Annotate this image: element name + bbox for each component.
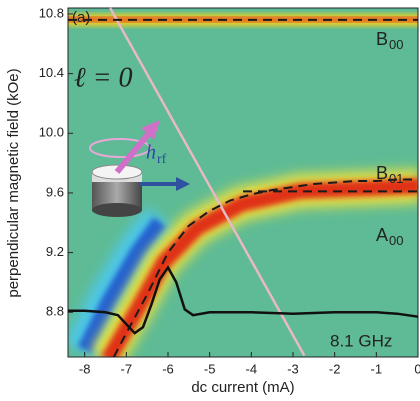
x-tick-label: 0: [414, 361, 420, 376]
y-tick-label: 10.4: [39, 65, 64, 80]
annotation: (a): [72, 9, 90, 26]
x-tick-label: -6: [162, 361, 174, 376]
annotation: 8.1 GHz: [330, 331, 392, 350]
x-tick-label: -2: [329, 361, 341, 376]
annotation: A: [376, 225, 388, 245]
device-icon: [89, 120, 190, 217]
series-line: [68, 265, 419, 335]
annotation-subscript: 00: [389, 233, 403, 248]
x-tick-label: -3: [287, 361, 299, 376]
annotation-subscript: rf: [157, 152, 167, 167]
heatmap: [68, 8, 418, 357]
y-tick-label: 10.0: [39, 125, 64, 140]
annotation-subscript: 01: [389, 171, 403, 186]
y-tick-label: 10.8: [39, 5, 64, 20]
y-tick-label: 9.2: [46, 244, 64, 259]
series-line: [109, 7, 306, 357]
annotation: B: [376, 29, 388, 49]
x-tick-label: -5: [204, 361, 216, 376]
annotation: h: [146, 142, 156, 164]
x-tick-label: -8: [79, 361, 91, 376]
y-axis-label: perpendicular magnetic field (kOe): [5, 68, 22, 297]
x-tick-label: -7: [121, 361, 133, 376]
annotation: ℓ = 0: [74, 62, 133, 93]
y-tick-label: 9.6: [46, 184, 64, 199]
y-tick-label: 8.8: [46, 304, 64, 319]
plot-frame: [67, 7, 419, 358]
series-line: [112, 178, 418, 358]
annotation: B: [376, 163, 388, 183]
x-axis-label: dc current (mA): [191, 379, 294, 396]
x-tick-label: -4: [246, 361, 258, 376]
x-tick-label: -1: [371, 361, 383, 376]
annotation-subscript: 00: [389, 37, 403, 52]
